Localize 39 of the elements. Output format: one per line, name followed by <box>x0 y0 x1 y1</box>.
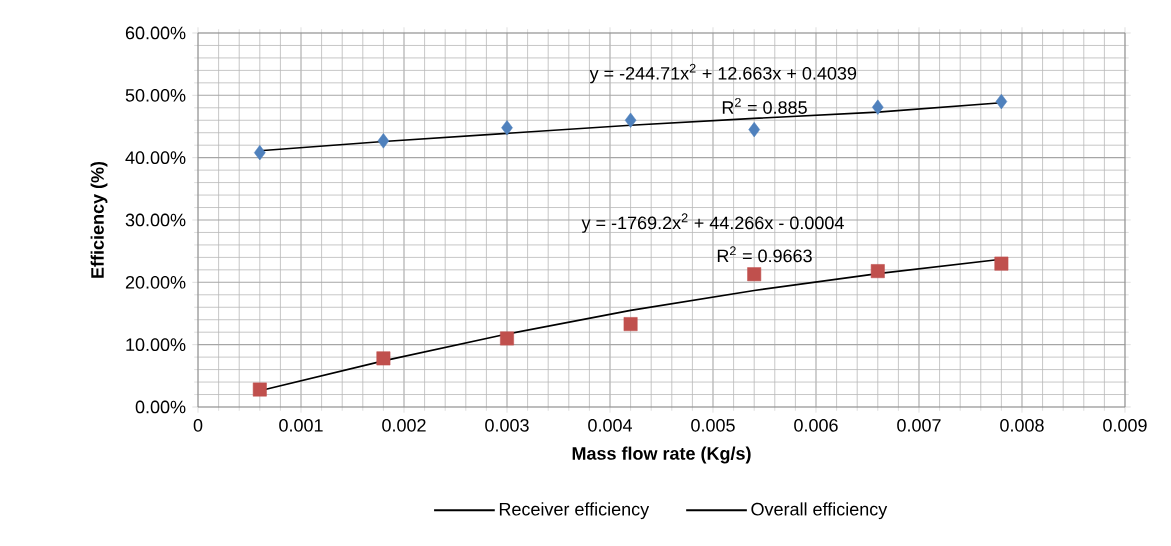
point <box>252 382 267 397</box>
point <box>994 256 1009 271</box>
legend-label: Receiver efficiency <box>499 502 650 520</box>
x-axis-title: Mass flow rate (Kg/s) <box>572 446 751 464</box>
x-tick-label: 0.003 <box>485 418 529 432</box>
x-tick-label: 0.006 <box>794 418 838 432</box>
x-tick-label: 0.005 <box>691 418 735 432</box>
y-axis-title: Efficiency (%) <box>90 161 108 278</box>
point <box>500 331 514 346</box>
y-tick-label: 40.00% <box>125 151 186 165</box>
x-tick-label: 0.004 <box>588 418 632 432</box>
y-tick-label: 30.00% <box>125 213 186 227</box>
y-tick-label: 0.00% <box>135 400 186 414</box>
legend-label: Overall efficiency <box>751 502 888 520</box>
point <box>624 112 637 128</box>
x-tick-label: 0.007 <box>897 418 941 432</box>
point <box>501 120 513 136</box>
y-tick-label: 10.00% <box>126 338 186 352</box>
x-tick-label: 0 <box>193 418 203 432</box>
y-tick-label: 20.00% <box>125 275 186 289</box>
point <box>995 93 1008 110</box>
x-tick-label: 0.001 <box>279 418 323 432</box>
annotation: R$^{2}$ = 0.9663 <box>717 246 812 263</box>
point <box>254 145 266 161</box>
y-tick-label: 50.00% <box>125 88 186 102</box>
x-tick-label: 0.009 <box>1103 418 1147 432</box>
x-tick-label: 0.008 <box>1000 418 1044 432</box>
point <box>872 99 884 115</box>
point <box>747 267 762 282</box>
annotation: y = -1769.2x$^{2}$ + 44.266x - 0.0004 <box>581 213 844 233</box>
point <box>748 122 760 138</box>
point <box>377 133 390 149</box>
x-tick-label: 0.002 <box>382 418 426 432</box>
annotation: y = -244.71x$^{2}$ + 12.663x + 0.4039 <box>589 63 857 84</box>
point <box>870 264 885 279</box>
point <box>376 351 391 366</box>
point <box>623 317 638 332</box>
y-tick-label: 60.00% <box>125 26 186 40</box>
annotation: R$^{2}$ = 0.885 <box>722 97 807 114</box>
